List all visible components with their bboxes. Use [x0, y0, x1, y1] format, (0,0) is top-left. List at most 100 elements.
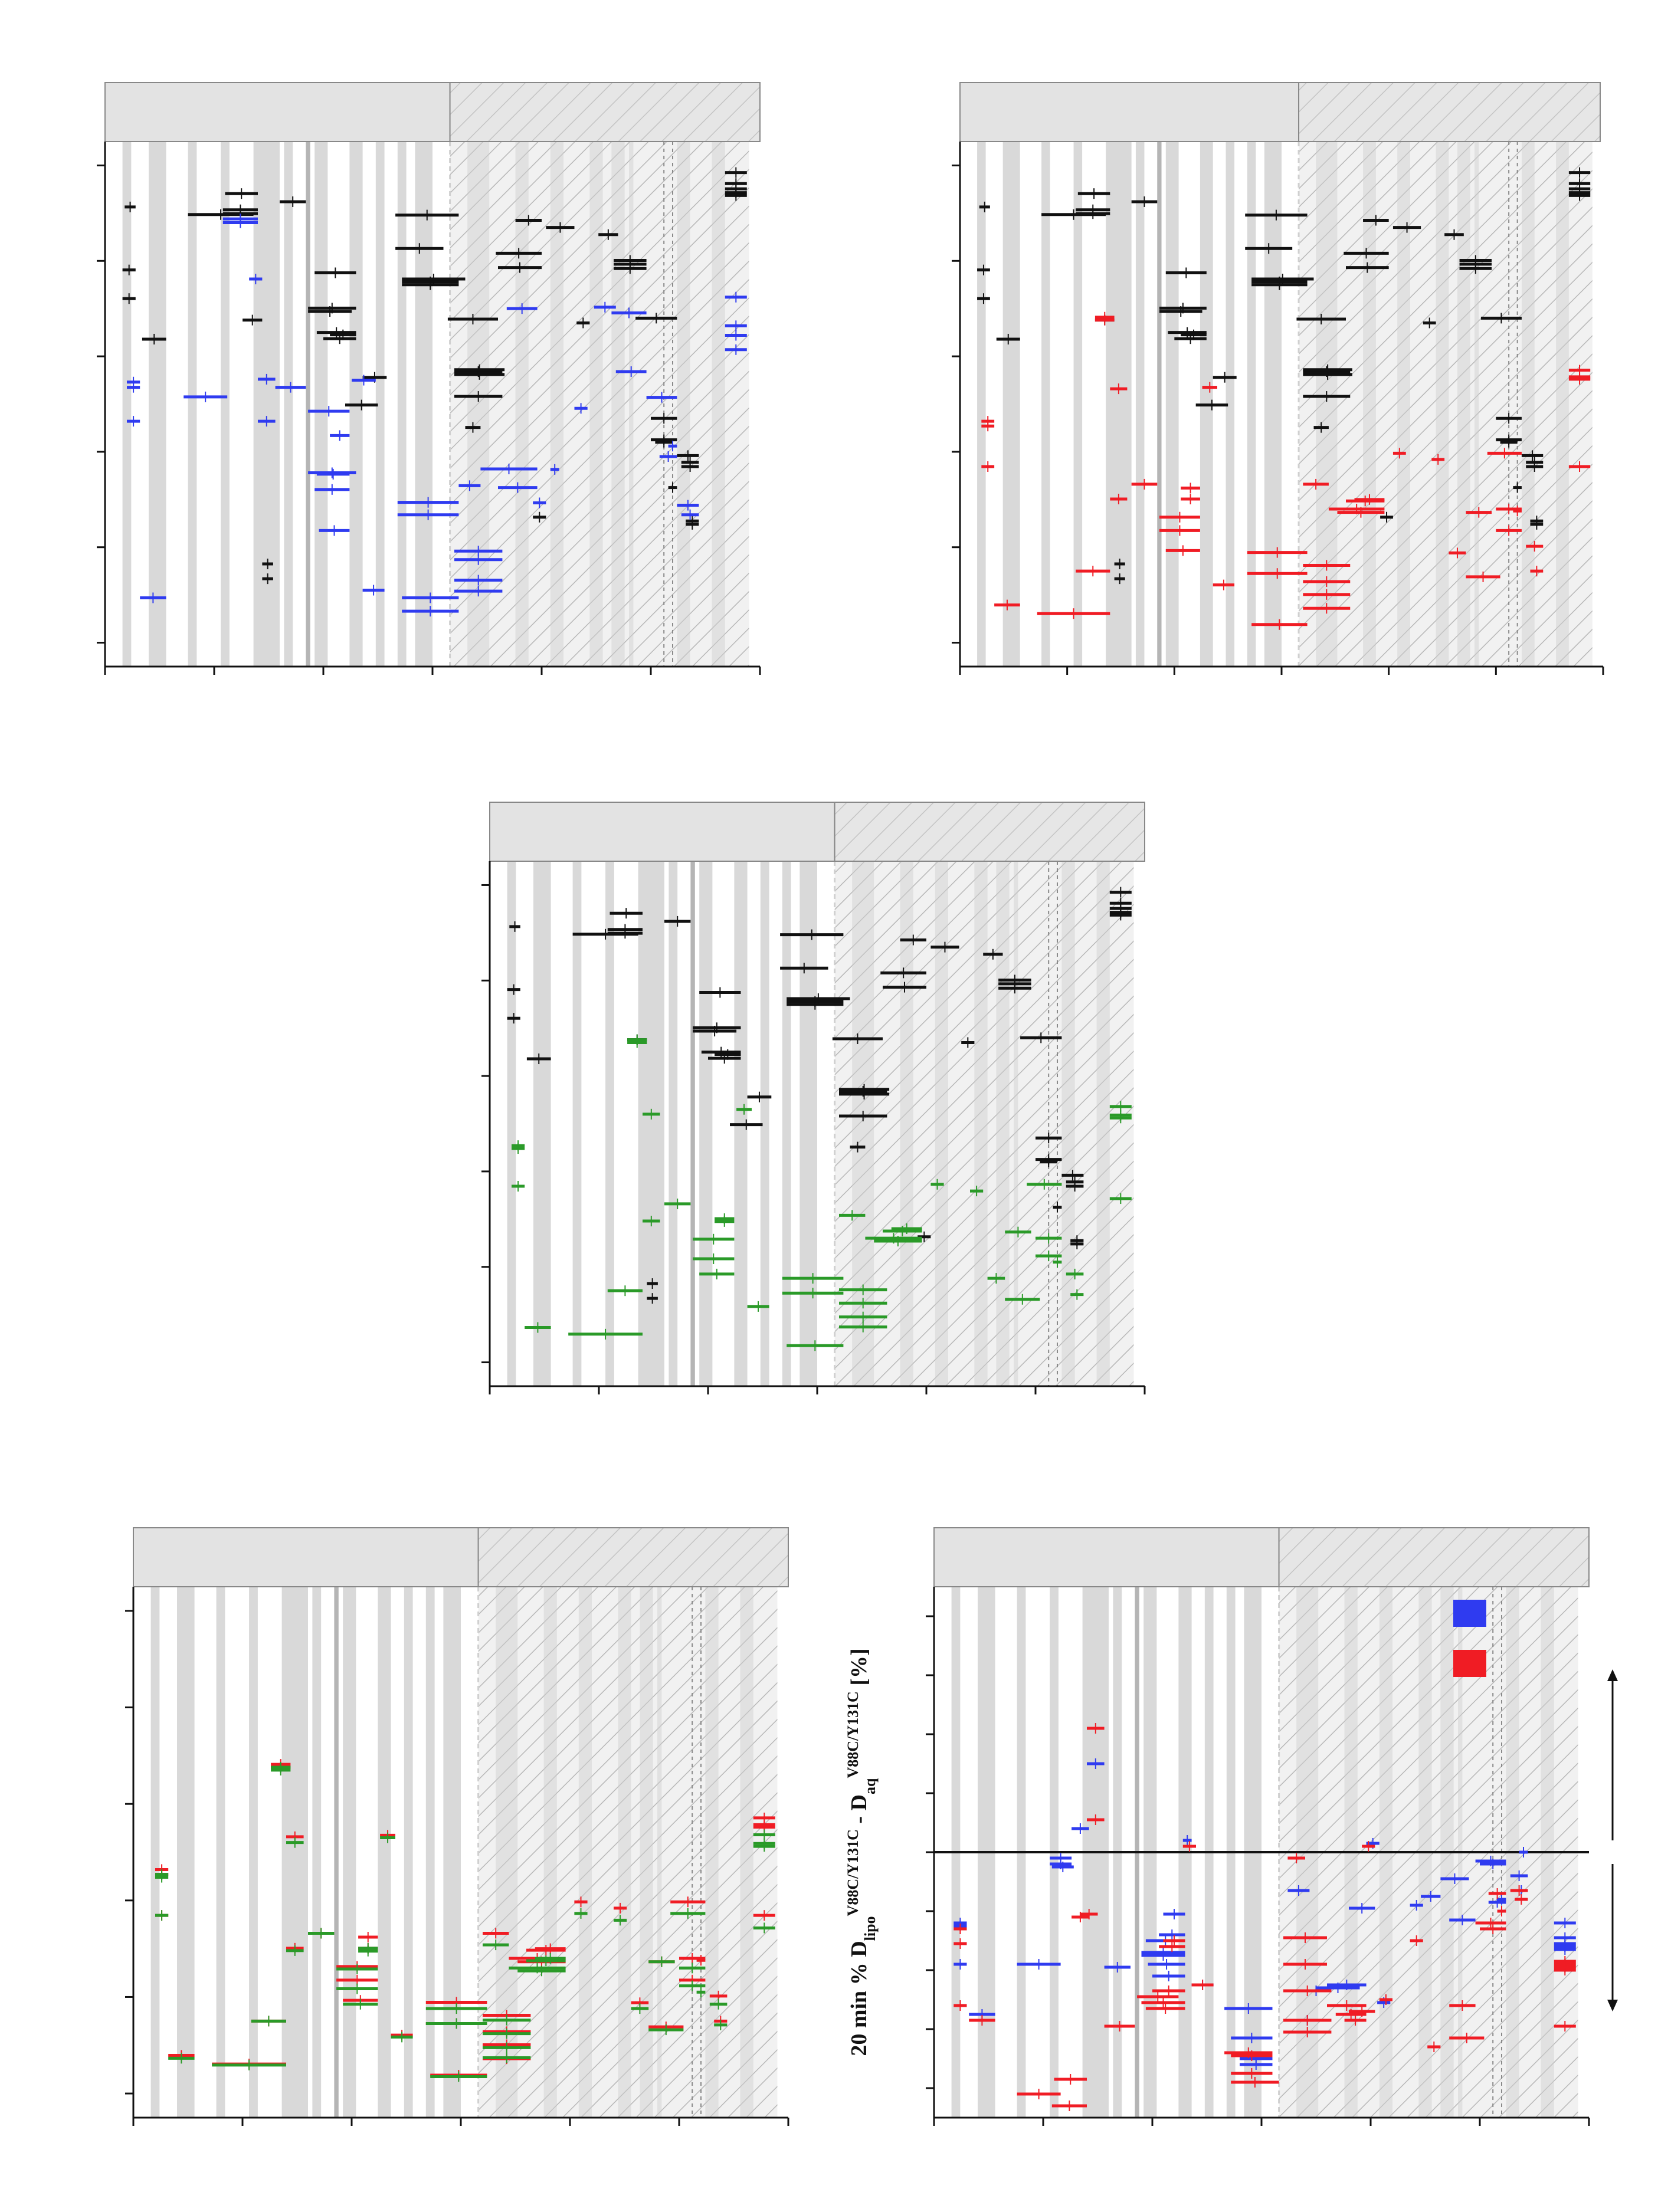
strand-band: [1041, 142, 1050, 667]
c-domain-band: [618, 1587, 631, 2118]
arrow-down-head: [1607, 2000, 1618, 2011]
c-domain-band: [1061, 861, 1075, 1386]
panel-c: [481, 802, 1146, 1394]
strand-band: [1106, 142, 1132, 667]
strand-band: [799, 861, 817, 1386]
c-domain-band: [1436, 142, 1449, 667]
strand-band: [177, 1587, 195, 2118]
panel-d: [125, 1527, 789, 2126]
strand-band: [216, 1587, 225, 2118]
c-domain-band: [1363, 142, 1376, 667]
c-domain-band: [705, 1587, 719, 2118]
strand-band: [1135, 142, 1145, 667]
strand-band: [188, 142, 197, 667]
c-domain-band: [740, 1587, 753, 2118]
n-domain-rect: [489, 802, 835, 862]
c-domain-box: [834, 802, 1145, 862]
strand-band: [221, 142, 230, 667]
strand-band: [1002, 142, 1020, 667]
n-domain-rect: [104, 82, 451, 142]
strand-band: [638, 861, 664, 1386]
c-domain-box: [477, 1527, 789, 1587]
c-domain-band: [629, 142, 634, 667]
c-domain-band: [515, 142, 529, 667]
stability-arrows: [1607, 1669, 1618, 2011]
n-domain-rect: [133, 1527, 479, 1587]
strand-band: [1073, 142, 1083, 667]
c-domain-band: [550, 142, 563, 667]
c-domain-band: [1316, 142, 1338, 667]
strand-band: [415, 142, 432, 667]
strand-band: [284, 142, 293, 667]
c-domain-band: [543, 1587, 557, 2118]
c-domain-band: [1474, 142, 1479, 667]
strand-band: [312, 1587, 322, 2118]
c-domain-band: [589, 142, 603, 667]
strand-band: [699, 861, 713, 1386]
strand-band: [605, 861, 614, 1386]
n-domain-rect: [959, 82, 1300, 142]
series-reference: [507, 887, 1132, 1304]
c-domain-band: [1014, 861, 1018, 1386]
series--dtt: [953, 1758, 1576, 2070]
panel-e: 20 min % DlipoV88C/Y131C - DaqV88C/Y131C…: [844, 1527, 1618, 2126]
c-domain-band: [677, 142, 690, 667]
strand-band: [281, 1587, 308, 2118]
y-axis-label-part: V88C/Y131C: [844, 1691, 861, 1778]
series-reference: [122, 167, 747, 585]
y-axis-label-part: aq: [861, 1778, 879, 1794]
strand-band: [150, 1587, 160, 2118]
y-axis-label-part: - D: [847, 1794, 871, 1829]
strand-band: [404, 1587, 413, 2118]
series--dtt-equilibrated: [155, 1762, 775, 2082]
strand-band: [425, 1587, 435, 2118]
strand-band: [1226, 142, 1235, 667]
c-domain-band: [996, 861, 1010, 1386]
c-domain-rect: [834, 802, 1145, 862]
panel-a: [97, 82, 761, 675]
c-domain-band: [1521, 142, 1535, 667]
strand-band: [397, 142, 407, 667]
n-domain-box: [959, 82, 1300, 142]
strand-band: [378, 1587, 391, 2118]
strand-band: [507, 861, 516, 1386]
c-domain-region: [478, 1587, 778, 2118]
panel-b: [952, 82, 1604, 675]
strand-band: [343, 1587, 356, 2118]
strand-band: [572, 861, 582, 1386]
series--dtt-equilibrated: [512, 1034, 1132, 1351]
c-domain-band: [900, 861, 913, 1386]
c-domain-band: [1457, 142, 1470, 667]
c-domain-band: [1556, 142, 1569, 667]
helix-band: [334, 1587, 339, 2118]
series--dtt: [127, 214, 747, 617]
arrow-up-head: [1607, 1669, 1618, 1681]
strand-band: [149, 142, 166, 667]
y-axis-label-part: [%]: [847, 1648, 871, 1691]
strand-band: [1165, 142, 1179, 667]
c-domain-region: [834, 861, 1134, 1386]
c-domain-box: [1278, 1527, 1590, 1587]
c-domain-band: [1096, 861, 1110, 1386]
strand-band: [977, 142, 986, 667]
y-axis-label: 20 min % DlipoV88C/Y131C - DaqV88C/Y131C…: [844, 1648, 879, 2056]
c-domain-rect: [449, 82, 761, 142]
strand-band: [375, 142, 385, 667]
n-domain-box: [489, 802, 835, 862]
helix-band: [1157, 142, 1162, 667]
strand-band: [533, 861, 551, 1386]
n-domain-box: [133, 1527, 479, 1587]
strand-band: [669, 861, 678, 1386]
y-axis-label-part: V88C/Y131C: [844, 1829, 861, 1916]
strand-band: [314, 142, 328, 667]
c-domain-band: [611, 142, 625, 667]
c-domain-region: [1299, 142, 1593, 667]
c-domain-band: [712, 142, 725, 667]
c-domain-band: [640, 1587, 653, 2118]
strand-band: [1264, 142, 1282, 667]
helix-band: [306, 142, 310, 667]
series--dtt: [981, 311, 1591, 630]
c-domain-band: [974, 861, 988, 1386]
c-domain-band: [578, 1587, 592, 2118]
c-domain-rect: [1298, 82, 1601, 142]
